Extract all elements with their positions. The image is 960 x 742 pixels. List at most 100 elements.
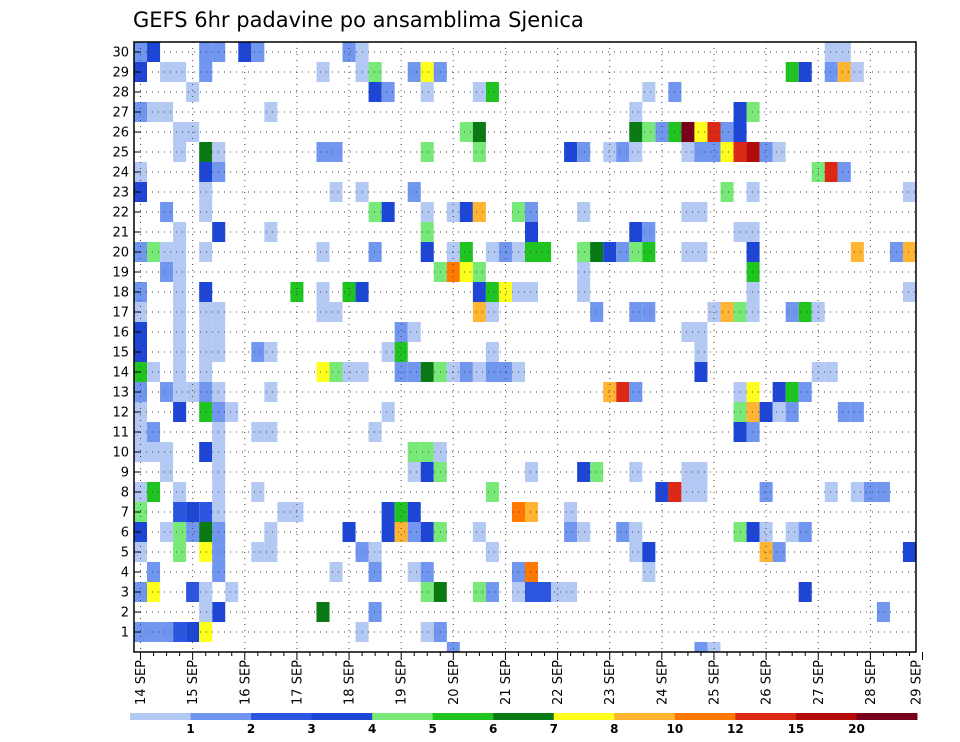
heatmap-cell xyxy=(173,542,187,562)
x-axis: 14 SEP 15 SEP 16 SEP 17 SEP 18 SEP 19 SEP 20 S… xyxy=(134,652,925,705)
heatmap-cell xyxy=(251,42,265,62)
colorbar-swatch xyxy=(130,713,192,720)
heatmap-cell xyxy=(446,642,460,652)
heatmap-cell xyxy=(381,502,395,522)
heatmap-cell xyxy=(173,322,187,342)
heatmap-cell xyxy=(798,582,812,602)
heatmap-cell xyxy=(746,242,760,262)
heatmap-cell xyxy=(629,522,643,542)
heatmap-cell xyxy=(199,42,213,62)
heatmap-cell xyxy=(577,242,591,262)
heatmap-cell xyxy=(707,142,721,162)
heatmap-cell xyxy=(694,342,708,362)
heatmap-cell xyxy=(407,362,421,382)
y-tick-label: 10 xyxy=(112,446,129,461)
heatmap-cell xyxy=(420,142,434,162)
heatmap-cell xyxy=(420,242,434,262)
heatmap-cell xyxy=(173,282,187,302)
heatmap-cell xyxy=(420,582,434,602)
heatmap-cell xyxy=(329,302,343,322)
heatmap-cell xyxy=(472,362,486,382)
heatmap-cell xyxy=(316,602,330,622)
heatmap-cell xyxy=(199,62,213,82)
heatmap-cell xyxy=(199,142,213,162)
x-tick-label: 18 SEP xyxy=(343,660,358,705)
heatmap-cell xyxy=(342,42,356,62)
heatmap-cell xyxy=(564,522,578,542)
heatmap-cell xyxy=(199,522,213,542)
heatmap-cell xyxy=(199,202,213,222)
heatmap-cell xyxy=(368,202,382,222)
heatmap-cell xyxy=(472,122,486,142)
x-tick-label: 24 SEP xyxy=(655,660,670,705)
heatmap-cell xyxy=(316,362,330,382)
heatmap-cell xyxy=(525,562,539,582)
heatmap-cell xyxy=(746,182,760,202)
heatmap-cell xyxy=(420,622,434,642)
heatmap-cell xyxy=(616,522,630,542)
y-tick-label: 20 xyxy=(112,246,129,261)
heatmap-cell xyxy=(876,482,890,502)
heatmap-cell xyxy=(186,382,200,402)
heatmap-cell xyxy=(225,402,239,422)
heatmap-cell xyxy=(459,122,473,142)
colorbar-label: 2 xyxy=(247,722,255,736)
colorbar-label: 5 xyxy=(429,722,437,736)
heatmap-cell xyxy=(381,402,395,422)
heatmap-cell xyxy=(381,202,395,222)
heatmap-cell xyxy=(368,602,382,622)
heatmap-cell xyxy=(681,202,695,222)
heatmap-cell xyxy=(368,242,382,262)
colorbar-swatch xyxy=(795,713,857,720)
heatmap-cell xyxy=(446,202,460,222)
heatmap-cell xyxy=(525,222,539,242)
x-tick-label: 27 SEP xyxy=(812,660,827,705)
heatmap-cell xyxy=(420,82,434,102)
heatmap-cell xyxy=(316,302,330,322)
heatmap-cell xyxy=(746,422,760,442)
y-tick-label: 28 xyxy=(112,86,129,101)
heatmap-cell xyxy=(551,582,565,602)
x-tick-label: 21 SEP xyxy=(499,660,514,705)
heatmap-cell xyxy=(746,522,760,542)
heatmap-cell xyxy=(902,182,916,202)
y-tick-label: 7 xyxy=(121,506,129,521)
heatmap-cell xyxy=(746,222,760,242)
colorbar-label: 7 xyxy=(550,722,558,736)
heatmap-cell xyxy=(173,262,187,282)
heatmap-cell xyxy=(147,242,161,262)
heatmap-cell xyxy=(368,62,382,82)
heatmap-cell xyxy=(746,382,760,402)
y-tick-label: 11 xyxy=(112,426,129,441)
y-tick-label: 8 xyxy=(121,486,129,501)
colorbar-swatch xyxy=(190,713,252,720)
heatmap-cell xyxy=(173,522,187,542)
heatmap-cell xyxy=(147,42,161,62)
heatmap-cell xyxy=(720,122,734,142)
heatmap-cell xyxy=(381,82,395,102)
x-tick-label: 28 SEP xyxy=(864,660,879,705)
colorbar-swatch xyxy=(311,713,373,720)
heatmap-cell xyxy=(251,542,265,562)
y-tick-label: 17 xyxy=(112,306,129,321)
y-tick-label: 6 xyxy=(121,526,129,541)
heatmap-cell xyxy=(472,82,486,102)
heatmap-cell xyxy=(407,182,421,202)
heatmap-cell xyxy=(485,482,499,502)
heatmap-cell xyxy=(720,182,734,202)
heatmap-cell xyxy=(199,182,213,202)
heatmap-cell xyxy=(902,242,916,262)
heatmap-cell xyxy=(186,582,200,602)
heatmap-cell xyxy=(850,242,864,262)
heatmap-cell xyxy=(160,262,174,282)
heatmap-cell xyxy=(329,362,343,382)
plot-frame xyxy=(133,41,917,653)
colorbar: 1 2 3 4 5 6 7 8 10 12 15 20 xyxy=(130,713,918,736)
heatmap-cell xyxy=(824,482,838,502)
heatmap-cell xyxy=(420,222,434,242)
heatmap-cell xyxy=(837,62,851,82)
heatmap-cell xyxy=(147,482,161,502)
heatmap-cells xyxy=(134,42,916,652)
heatmap-cell xyxy=(316,242,330,262)
heatmap-cell xyxy=(459,262,473,282)
